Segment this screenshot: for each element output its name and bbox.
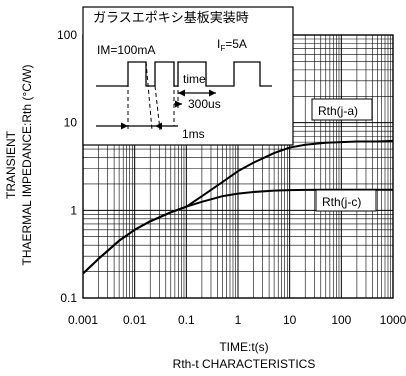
x-tick-label: 1 <box>235 313 242 327</box>
x-tick-label: 10 <box>283 313 297 327</box>
x-axis-label: TIME:t(s) <box>219 340 268 354</box>
series-label-rth-jc: Rth(j-c) <box>322 195 361 209</box>
x-tick-labels: 0.001 0.01 0.1 1 10 100 1000 <box>68 313 406 327</box>
y-axis-label-line1: TRANSIENT <box>4 130 18 199</box>
y-axis-label-line2: THAERMAL IMPEDANCE:Rth (°C/W) <box>20 64 34 265</box>
inset-time-label: time <box>183 72 206 86</box>
y-tick-label: 10 <box>64 116 78 130</box>
y-tick-labels: 0.1 1 10 100 <box>57 28 77 305</box>
y-tick-label: 100 <box>57 28 77 42</box>
series-label-rth-ja: Rth(j-a) <box>318 104 358 118</box>
chart-caption: Rth-t CHARACTERISTICS <box>173 357 316 371</box>
x-tick-label: 0.01 <box>123 313 147 327</box>
x-tick-label: 1000 <box>380 313 406 327</box>
inset-1ms-label: 1ms <box>182 127 205 141</box>
inset-title: ガラスエポキシ基板実装時 <box>93 10 249 25</box>
inset-300us-label: 300us <box>188 97 221 111</box>
x-tick-label: 0.001 <box>68 313 98 327</box>
inset-pulse-diagram: ガラスエポキシ基板実装時 IM=100mA IF=5A time 300us 1… <box>83 7 293 145</box>
y-tick-label: 0.1 <box>60 291 77 305</box>
y-tick-label: 1 <box>70 203 77 217</box>
x-tick-label: 100 <box>331 313 351 327</box>
x-tick-label: 0.1 <box>178 313 195 327</box>
inset-im-label: IM=100mA <box>97 43 155 57</box>
